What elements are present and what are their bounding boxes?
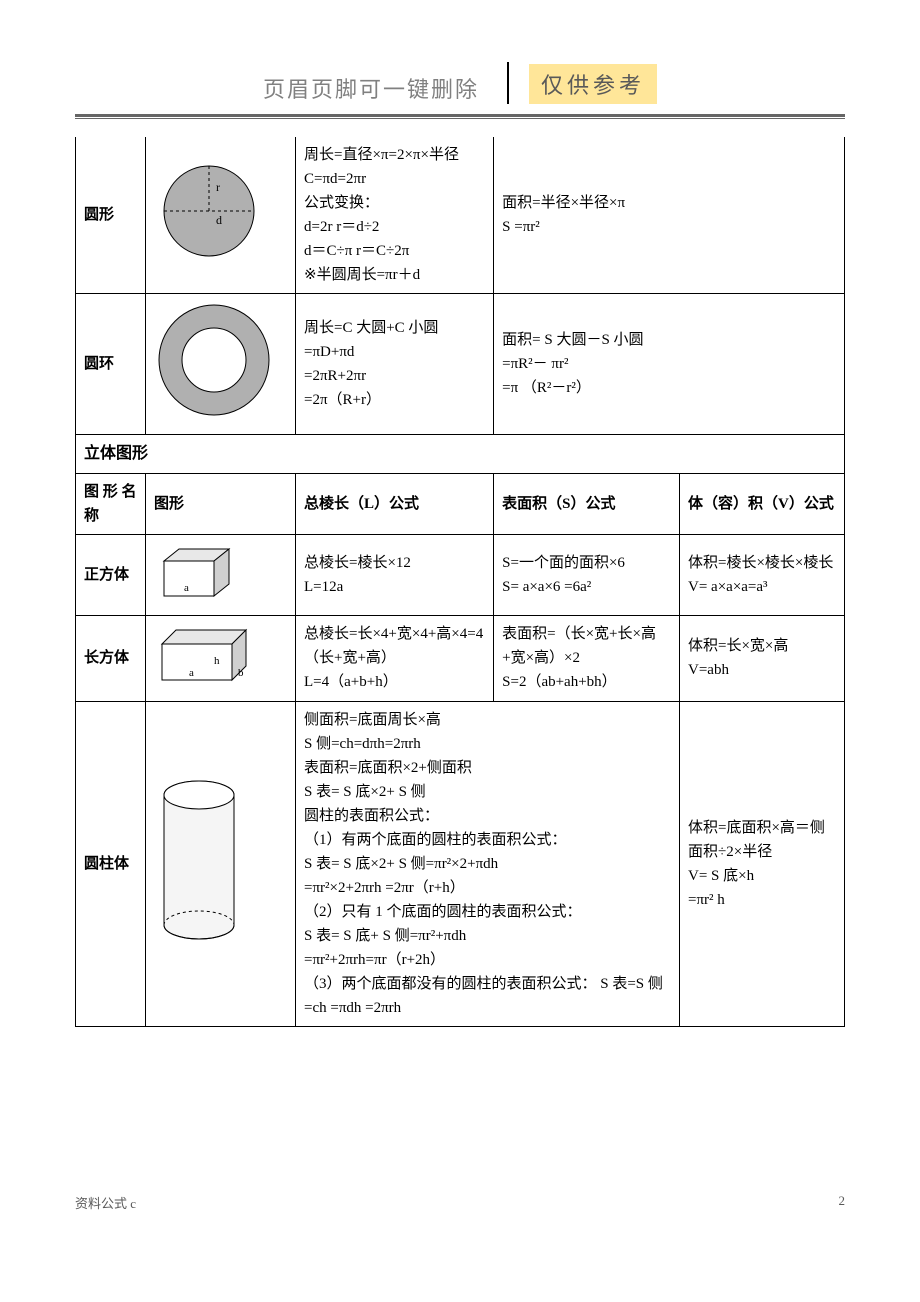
cube-name: 正方体 bbox=[76, 534, 146, 615]
cylinder-surface: 侧面积=底面周长×高 S 侧=ch=dπh=2πrh 表面积=底面积×2+侧面积… bbox=[296, 701, 680, 1026]
col-name: 图 形 名称 bbox=[76, 473, 146, 534]
svg-text:a: a bbox=[189, 667, 194, 679]
svg-text:h: h bbox=[214, 655, 220, 667]
cylinder-shape bbox=[146, 701, 296, 1026]
page-footer: 资料公式 c 2 bbox=[75, 1193, 845, 1212]
circle-icon: r d bbox=[154, 156, 264, 266]
row-circle: 圆形 r d 周长=直径×π=2×π×半径 C=πd=2πr 公式变换： d=2… bbox=[76, 137, 845, 294]
row-cylinder: 圆柱体 侧面积=底面周长×高 S 侧=ch=dπh=2πrh 表面积=底面积×2… bbox=[76, 701, 845, 1026]
svg-text:a: a bbox=[184, 582, 189, 594]
row-solid-headers: 图 形 名称 图形 总棱长（L）公式 表面积（S）公式 体（容）积（V）公式 bbox=[76, 473, 845, 534]
cuboid-volume: 体积=长×宽×高 V=abh bbox=[680, 615, 845, 701]
footer-right: 2 bbox=[839, 1193, 846, 1212]
ring-perimeter: 周长=C 大圆+C 小圆 =πD+πd =2πR+2πr =2π（R+r） bbox=[296, 294, 494, 435]
circle-perimeter: 周长=直径×π=2×π×半径 C=πd=2πr 公式变换： d=2r r＝d÷2… bbox=[296, 137, 494, 294]
circle-shape: r d bbox=[146, 137, 296, 294]
cuboid-surface: 表面积=（长×宽+长×高+宽×高）×2 S=2（ab+ah+bh） bbox=[494, 615, 680, 701]
header-title: 页眉页脚可一键删除 bbox=[263, 72, 479, 104]
row-ring: 圆环 周长=C 大圆+C 小圆 =πD+πd =2πR+2πr =2π（R+r）… bbox=[76, 294, 845, 435]
row-cube: 正方体 a 总棱长=棱长×12 L=12a S=一个面的面积×6 S= a×a×… bbox=[76, 534, 845, 615]
ring-name: 圆环 bbox=[76, 294, 146, 435]
circle-name: 圆形 bbox=[76, 137, 146, 294]
cuboid-icon: a h b bbox=[154, 622, 264, 687]
cube-edge: 总棱长=棱长×12 L=12a bbox=[296, 534, 494, 615]
footer-left: 资料公式 c bbox=[75, 1193, 136, 1212]
row-cuboid: 长方体 a h b 总棱长=长×4+宽×4+高×4=4（长+宽+高） L=4（a… bbox=[76, 615, 845, 701]
ring-area: 面积= S 大圆－S 小圆 =πR²－ πr² =π （R²－r²） bbox=[494, 294, 845, 435]
col-shape: 图形 bbox=[146, 473, 296, 534]
cube-volume: 体积=棱长×棱长×棱长 V= a×a×a=a³ bbox=[680, 534, 845, 615]
circle-area: 面积=半径×半径×π S =πr² bbox=[494, 137, 845, 294]
geometry-table: 圆形 r d 周长=直径×π=2×π×半径 C=πd=2πr 公式变换： d=2… bbox=[75, 137, 845, 1027]
cylinder-volume: 体积=底面积×高＝侧面积÷2×半径 V= S 底×h =πr² h bbox=[680, 701, 845, 1026]
col-surface: 表面积（S）公式 bbox=[494, 473, 680, 534]
header-divider bbox=[507, 62, 509, 104]
col-edge: 总棱长（L）公式 bbox=[296, 473, 494, 534]
svg-text:d: d bbox=[216, 213, 222, 227]
page-header: 页眉页脚可一键删除 仅供参考 bbox=[75, 60, 845, 104]
svg-text:b: b bbox=[238, 667, 244, 679]
row-solid-section: 立体图形 bbox=[76, 435, 845, 474]
cuboid-shape: a h b bbox=[146, 615, 296, 701]
cylinder-icon bbox=[154, 770, 244, 950]
svg-text:r: r bbox=[216, 180, 220, 194]
cuboid-name: 长方体 bbox=[76, 615, 146, 701]
header-badge: 仅供参考 bbox=[529, 64, 657, 104]
cuboid-edge: 总棱长=长×4+宽×4+高×4=4（长+宽+高） L=4（a+b+h） bbox=[296, 615, 494, 701]
col-volume: 体（容）积（V）公式 bbox=[680, 473, 845, 534]
ring-shape bbox=[146, 294, 296, 435]
cube-surface: S=一个面的面积×6 S= a×a×6 =6a² bbox=[494, 534, 680, 615]
cube-shape: a bbox=[146, 534, 296, 615]
ring-icon bbox=[154, 300, 274, 420]
cylinder-name: 圆柱体 bbox=[76, 701, 146, 1026]
cube-icon: a bbox=[154, 541, 244, 601]
solid-section-title: 立体图形 bbox=[76, 435, 845, 474]
header-rule bbox=[75, 114, 845, 119]
